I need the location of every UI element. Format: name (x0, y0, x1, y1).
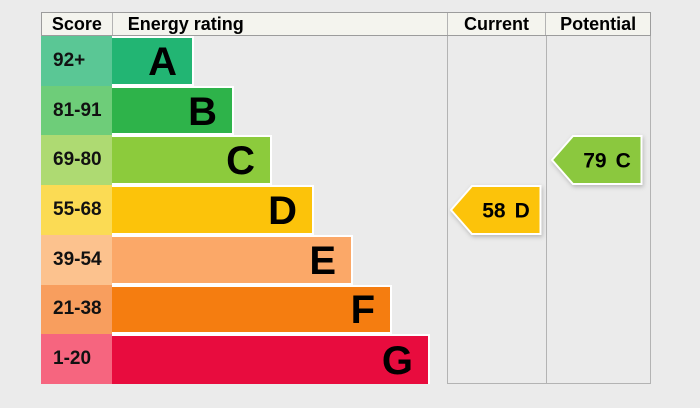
band-letter-b: B (188, 89, 217, 134)
header-energy-rating: Energy rating (127, 13, 244, 34)
table-body: 92+ A 81-91 B 69-80 C 55-68 D (41, 36, 651, 384)
score-range-g: 1-20 (41, 334, 112, 384)
header-current: Current (446, 13, 546, 35)
table-right-border (650, 36, 651, 384)
header-potential: Potential (545, 13, 650, 35)
band-row-b: 81-91 B (41, 85, 651, 136)
score-range-d: 55-68 (41, 185, 112, 235)
band-bar-d: D (112, 185, 314, 235)
score-range-a: 92+ (41, 36, 112, 86)
current-column-left-border (447, 36, 448, 384)
band-bar-e: E (112, 234, 353, 285)
band-bar-b: B (112, 85, 234, 136)
band-letter-f: F (350, 288, 375, 333)
current-rating-arrow: 58 D (450, 184, 542, 235)
header-score: Score (42, 13, 113, 35)
epc-table: Score Energy rating Current Potential 92… (41, 12, 651, 384)
current-arrow-shape (450, 184, 542, 235)
band-letter-d: D (268, 188, 297, 233)
band-letter-a: A (148, 39, 177, 84)
band-letter-c: C (226, 139, 255, 184)
score-range-c: 69-80 (41, 135, 112, 186)
table-bottom-border (447, 383, 651, 384)
band-row-d: 55-68 D (41, 185, 651, 235)
band-bar-c: C (112, 135, 272, 186)
current-rating-label: 58 D (482, 199, 530, 222)
potential-rating-label: 79 C (583, 150, 631, 173)
potential-rating-arrow: 79 C (551, 135, 643, 186)
score-range-b: 81-91 (41, 85, 112, 136)
band-row-a: 92+ A (41, 36, 651, 86)
potential-arrow-shape (551, 135, 643, 186)
score-range-e: 39-54 (41, 234, 112, 285)
band-letter-e: E (309, 238, 336, 283)
score-range-f: 21-38 (41, 284, 112, 335)
band-row-e: 39-54 E (41, 234, 651, 285)
band-bar-g: G (112, 334, 430, 384)
band-row-g: 1-20 G (41, 334, 651, 384)
band-bar-f: F (112, 284, 392, 335)
band-bar-a: A (112, 36, 194, 86)
band-letter-g: G (381, 339, 413, 384)
table-header-row: Score Energy rating Current Potential (41, 12, 651, 36)
potential-column-left-border (546, 36, 547, 384)
band-row-f: 21-38 F (41, 284, 651, 335)
band-row-c: 69-80 C (41, 135, 651, 186)
